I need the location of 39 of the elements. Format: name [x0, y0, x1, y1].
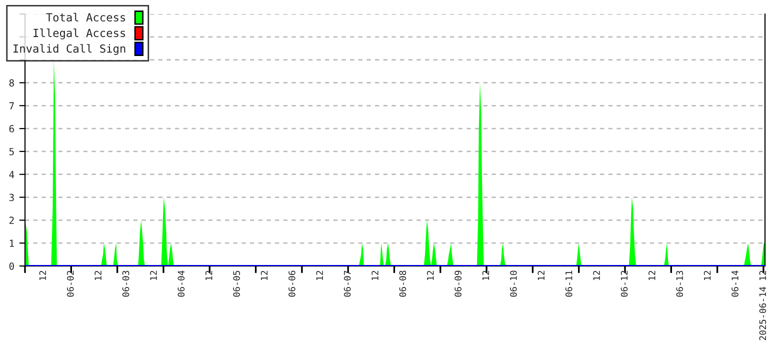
y-tick-label: 1 [10, 240, 14, 247]
x-tick-label: 2025-06-14 12 [759, 270, 766, 340]
x-tick-label: 06-14 [732, 270, 738, 297]
y-tick-label: 0 [9, 262, 14, 270]
x-tick-label: 06-11 [565, 270, 572, 297]
x-tick-label: 06-02 [66, 270, 74, 297]
x-tick-label: 06-03 [122, 270, 130, 297]
x-tick-label: 12 [538, 270, 544, 280]
x-tick-label: 12 [704, 270, 711, 280]
x-tick-label: 12 [260, 270, 268, 280]
x-tick-label: 12 [482, 270, 490, 280]
x-tick-label: 06-09 [454, 270, 462, 297]
y-tick-label: 7 [9, 102, 14, 110]
x-tick-label: 06-07 [344, 270, 351, 297]
x-tick-label: 12 [372, 270, 378, 280]
y-tick-label: 3 [9, 194, 14, 202]
y-tick-label: 5 [9, 148, 14, 156]
x-tick-label: 06-05 [233, 270, 240, 297]
x-tick-label: 12 [205, 270, 212, 280]
x-tick-label: 12 [94, 270, 102, 280]
legend-label: Total Access [46, 12, 126, 22]
x-tick-label: 12 [316, 270, 323, 280]
y-tick-label: 2 [9, 216, 14, 224]
x-tick-label: 06-06 [288, 270, 296, 297]
x-tick-label: 12 [593, 270, 600, 280]
y-tick-label: 8 [9, 79, 14, 87]
y-tick-label: 6 [9, 125, 14, 132]
x-tick-label: 06-12 [620, 270, 628, 297]
x-tick-label: 12 [648, 270, 656, 280]
x-tick-label: 12 [426, 270, 434, 280]
legend-label: Illegal Access [34, 28, 126, 40]
x-tick-label: 12 [39, 270, 46, 280]
y-tick-label: 4 [9, 170, 14, 178]
x-tick-label: 06-04 [178, 270, 185, 297]
x-tick-label: 06-10 [510, 270, 517, 297]
x-tick-label: 12 [150, 270, 157, 280]
legend-label: Invalid Call Sign [14, 44, 126, 55]
x-tick-label: 06-13 [676, 270, 684, 297]
x-tick-label: 06-08 [399, 270, 406, 297]
